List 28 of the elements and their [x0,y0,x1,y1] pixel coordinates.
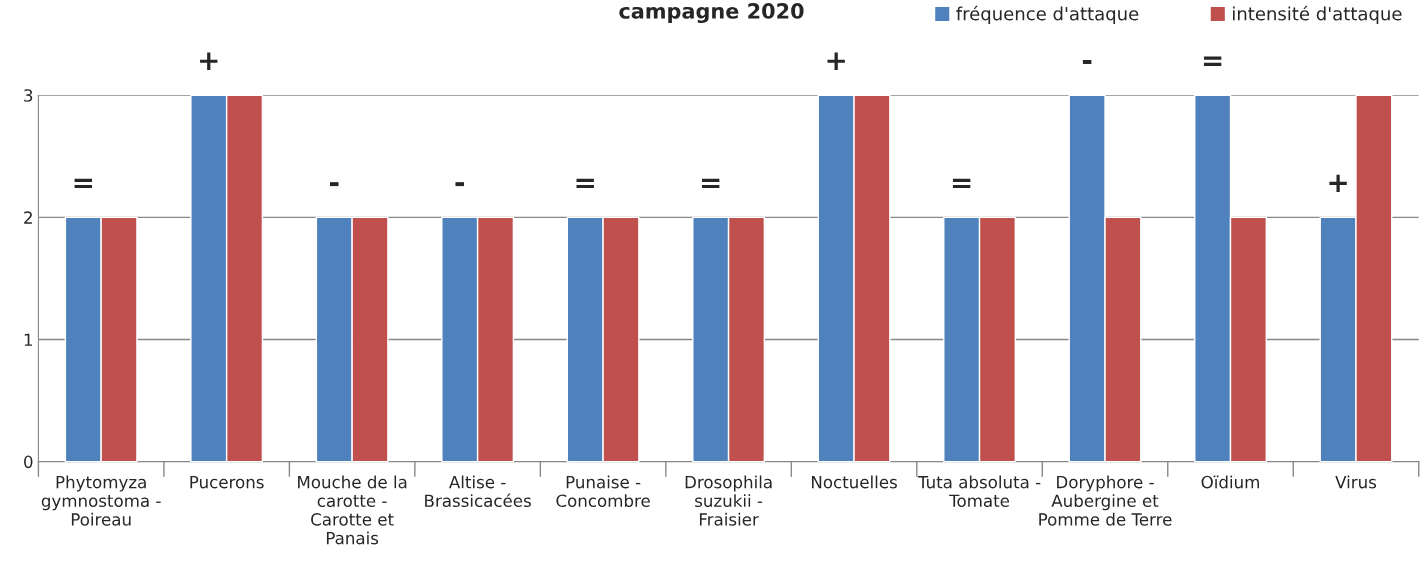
annotation: - [455,182,464,187]
annotation: = [1203,56,1222,66]
annotation: + [200,52,218,70]
y-tick-label: 0 [24,455,33,469]
annotation: + [827,52,845,70]
x-tick-label: Drosophila suzukii - Fraisier [685,475,772,526]
annotation: = [74,178,92,189]
annotation: = [702,178,720,189]
x-tick-label: Phytomyza gymnostoma - Poireau [41,475,161,526]
y-tick-label: 3 [24,89,33,102]
x-tick-label: Altise - Brassicacées [425,475,531,508]
legend-label: intensité d'attaque [1233,5,1402,24]
x-tick-label: Tuta absoluta - Tomate [917,475,1041,508]
x-tick-label: Mouche de la carotte - Carotte et Panais [298,475,407,545]
annotation: = [576,178,594,189]
annotation: - [1082,60,1092,64]
x-tick-label: Punaise - Concombre [556,475,650,508]
y-tick-label: 2 [24,211,32,224]
chart-title: campagne 2020 [619,3,804,24]
y-tick-label: 1 [24,333,33,346]
x-tick-label: Noctuelles [812,475,897,489]
x-tick-label: Pucerons [190,476,264,489]
legend-label: fréquence d'attaque [956,5,1139,24]
x-tick-label: Oïdium [1201,475,1259,489]
annotation: - [329,182,339,187]
annotation: + [1329,174,1347,193]
annotation: = [952,178,971,189]
x-tick-label: Virus [1335,475,1377,489]
